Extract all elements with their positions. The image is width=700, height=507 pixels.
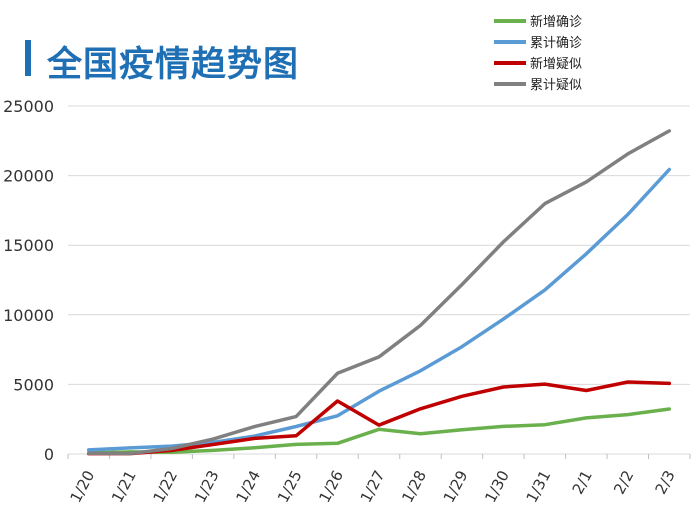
chart-title: 全国疫情趋势图: [47, 45, 300, 85]
legend-label: 新增确诊: [530, 15, 583, 30]
x-tick-label: 1/23: [191, 467, 223, 505]
x-tick-label: 1/25: [274, 467, 306, 505]
x-tick-label: 1/27: [357, 467, 389, 505]
y-tick-label: 20000: [3, 167, 54, 186]
y-tick-label: 0: [44, 445, 54, 464]
legend-label: 累计确诊: [530, 36, 583, 51]
x-tick-label: 1/30: [481, 467, 513, 505]
x-tick-label: 1/28: [398, 467, 430, 505]
series-line-1: [86, 407, 672, 455]
x-tick-label: 1/31: [523, 467, 555, 505]
legend-swatch: [494, 60, 526, 65]
x-tick-label: 1/26: [315, 467, 347, 505]
x-tick-label: 1/29: [440, 467, 472, 505]
legend-swatch: [494, 39, 526, 44]
y-tick-label: 10000: [3, 306, 54, 325]
y-tick-label: 15000: [3, 236, 54, 255]
legend-label: 新增疑似: [530, 57, 583, 72]
legend-item: 累计确诊: [494, 31, 582, 52]
x-tick-label: 2/2: [610, 467, 637, 497]
series-line-4: [86, 129, 672, 456]
x-tick-label: 1/20: [67, 467, 99, 505]
legend-swatch: [494, 18, 526, 23]
x-tick-label: 2/1: [569, 467, 596, 497]
legend-item: 累计疑似: [494, 73, 582, 94]
series-line-2: [86, 167, 672, 452]
legend-swatch: [494, 81, 526, 86]
title-accent-bar: [25, 40, 31, 76]
legend-item: 新增疑似: [494, 52, 582, 73]
y-tick-label: 25000: [3, 97, 54, 116]
x-tick-label: 1/21: [108, 467, 140, 505]
x-tick-label: 1/24: [232, 467, 264, 505]
chart-legend: 新增确诊累计确诊新增疑似累计疑似: [494, 10, 582, 94]
series-line-3: [86, 380, 672, 456]
x-tick-label: 1/22: [149, 467, 181, 505]
legend-item: 新增确诊: [494, 10, 582, 31]
legend-label: 累计疑似: [530, 78, 583, 93]
y-tick-label: 5000: [13, 375, 54, 394]
x-tick-label: 2/3: [652, 467, 679, 497]
